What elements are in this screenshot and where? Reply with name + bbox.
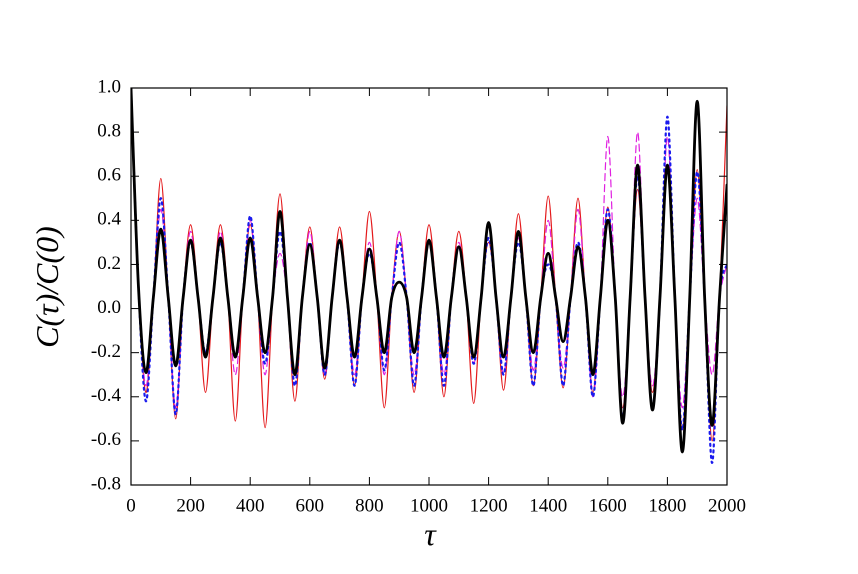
y-tick-label: 1.0 [97,76,121,97]
x-tick-label: 200 [176,495,205,516]
x-tick-label: 1600 [589,495,627,516]
y-tick-label: 0.0 [97,297,121,318]
series-line [131,88,727,454]
plot-frame [130,87,728,486]
y-axis-label: C(τ)/C(0) [29,226,65,348]
x-tick-label: 1800 [648,495,686,516]
x-tick-label: 1200 [470,495,508,516]
series-line [131,88,727,465]
y-tick-label: 0.4 [97,209,121,230]
y-tick-label: 0.2 [97,253,121,274]
y-tick-label: -0.6 [91,429,121,450]
x-axis-label: τ [424,516,437,552]
x-tick-label: 1400 [529,495,567,516]
x-tick-label: 1000 [410,495,448,516]
x-tick-label: 0 [126,495,136,516]
series-line [131,88,727,442]
y-tick-label: 0.8 [97,120,121,141]
x-tick-label: 800 [355,495,384,516]
y-tick-label: -0.8 [91,473,121,494]
x-tick-label: 2000 [708,495,746,516]
series-line [131,88,727,409]
x-tick-label: 600 [296,495,325,516]
y-tick-label: -0.2 [91,341,121,362]
y-tick-label: -0.4 [91,385,122,406]
x-tick-label: 400 [236,495,265,516]
y-tick-label: 0.6 [97,165,121,186]
